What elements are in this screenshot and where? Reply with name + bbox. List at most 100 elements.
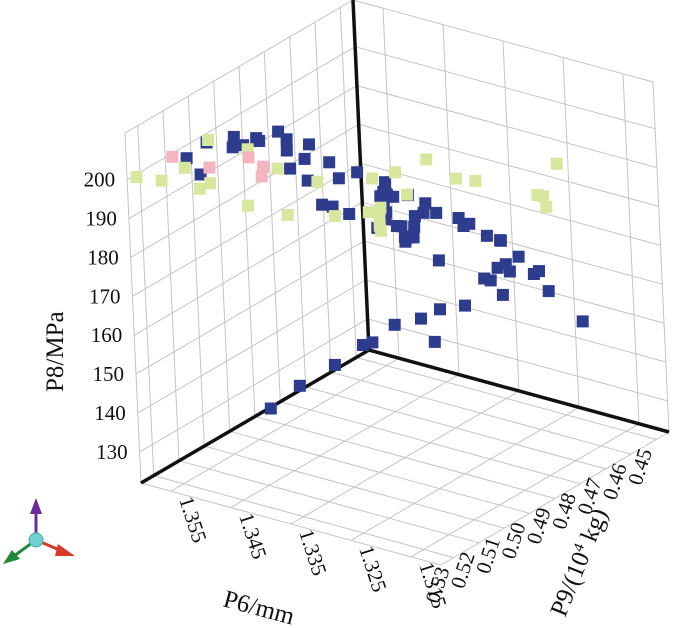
data-point-pink-3: [242, 151, 255, 164]
right-wall-grid-vert-3: [502, 40, 520, 392]
data-point-blue-19: [272, 125, 285, 138]
right-wall-grid-horiz-6: [358, 123, 659, 207]
right-wall-grid-horiz-7: [356, 85, 658, 169]
data-point-blue-0: [576, 315, 589, 328]
data-point-green-3: [540, 200, 553, 213]
left-wall-grid-horiz-9: [124, 0, 354, 134]
data-point-blue-36: [512, 250, 525, 263]
data-point-green-18: [311, 175, 324, 188]
data-point-green-17: [366, 172, 379, 185]
data-point-blue-11: [316, 198, 329, 211]
data-point-blue-31: [430, 206, 443, 219]
right-wall-grid-vert-2: [562, 57, 580, 408]
data-point-blue-71: [388, 318, 401, 331]
y-tick-label-0: 1.315: [414, 559, 451, 611]
data-point-blue-30: [419, 197, 432, 210]
data-point-blue-18: [226, 141, 239, 154]
points-layer: [130, 125, 589, 415]
data-point-blue-72: [357, 339, 369, 351]
data-point-blue-40: [457, 220, 470, 232]
data-point-blue-44: [298, 152, 311, 165]
left-wall-grid-vert-7: [187, 96, 205, 447]
left-wall-grid-vert-3: [289, 36, 307, 387]
data-point-blue-14: [303, 138, 315, 151]
floor-grid-line-y-3: [290, 390, 520, 525]
data-point-blue-38: [533, 265, 545, 278]
data-point-green-24: [389, 166, 402, 179]
data-point-blue-20: [250, 132, 263, 145]
data-point-blue-69: [428, 335, 441, 348]
data-point-pink-0: [203, 161, 216, 174]
left-wall-grid-vert-9: [137, 125, 155, 476]
z-tick-label-2: 150: [93, 362, 125, 386]
right-wall-grid-horiz-2: [365, 279, 666, 363]
data-point-blue-65: [366, 336, 379, 349]
data-point-green-12: [178, 161, 191, 174]
data-point-blue-28: [379, 176, 391, 189]
data-point-blue-12: [301, 174, 314, 187]
left-wall-grid-horiz-3: [135, 240, 365, 375]
left-wall-grid-horiz-8: [126, 46, 356, 181]
data-point-blue-13: [284, 162, 297, 175]
left-wall-grid-vert-4: [263, 51, 281, 402]
data-point-green-0: [550, 157, 563, 170]
right-wall-grid-horiz-9: [352, 0, 654, 83]
data-point-pink-2: [257, 160, 269, 173]
right-wall-grid-horiz-8: [354, 46, 656, 130]
left-wall-grid-horiz-2: [137, 279, 367, 414]
data-point-green-13: [193, 182, 206, 195]
data-point-green-22: [374, 201, 387, 214]
data-point-green-26: [373, 219, 386, 232]
z-tick-label-3: 160: [91, 323, 123, 347]
z-tick-label-6: 190: [85, 207, 117, 231]
data-point-blue-59: [395, 220, 408, 233]
left-wall-grid-vert-1: [339, 7, 357, 358]
left-wall-grid-vert-5: [238, 66, 256, 417]
y-axis-line: [368, 348, 670, 434]
data-point-blue-43: [332, 172, 345, 185]
right-wall-grid-vert-6: [652, 81, 670, 433]
data-point-green-14: [155, 174, 168, 187]
right-wall-grid-horiz-5: [360, 162, 661, 246]
left-wall-grid-horiz-1: [139, 318, 368, 453]
z-tick-label-5: 180: [87, 245, 119, 269]
data-point-green-23: [362, 206, 375, 219]
data-point-blue-62: [496, 288, 509, 301]
data-point-blue-66: [328, 358, 341, 371]
data-point-green-10: [242, 199, 254, 212]
left-wall-grid-vert-2: [314, 22, 332, 373]
floor-grid-line-y-5: [170, 357, 400, 492]
left-wall-grid-horiz-6: [130, 123, 359, 258]
floor-grid-line-y-1: [410, 423, 640, 558]
data-point-green-16: [420, 153, 433, 166]
data-point-green-6: [401, 188, 413, 201]
data-point-green-8: [328, 210, 341, 223]
data-point-green-15: [130, 171, 143, 184]
data-point-blue-63: [459, 299, 471, 312]
z-tick-label-4: 170: [89, 284, 121, 308]
data-point-green-19: [271, 162, 284, 175]
right-wall-grid-horiz-1: [367, 318, 668, 402]
floor-grid-line-y-4: [230, 374, 460, 509]
x-axis-label: P6/mm: [220, 586, 297, 628]
right-wall-grid-vert-4: [442, 24, 460, 375]
left-wall-grid-horiz-4: [133, 201, 363, 336]
data-point-blue-64: [415, 312, 427, 325]
data-point-blue-1: [542, 285, 555, 298]
floor-grid-line-y-6: [440, 431, 670, 566]
data-point-blue-26: [323, 156, 336, 169]
right-wall-grid-vert-1: [622, 73, 640, 424]
data-point-blue-68: [264, 402, 277, 415]
data-point-green-21: [202, 134, 214, 146]
data-point-blue-6: [432, 254, 445, 267]
data-point-green-2: [536, 190, 549, 203]
data-point-blue-70: [434, 303, 446, 316]
data-point-green-9: [281, 209, 294, 221]
data-point-pink-4: [255, 170, 268, 183]
data-point-blue-67: [293, 379, 306, 392]
data-point-blue-34: [480, 229, 493, 242]
data-point-blue-39: [494, 234, 507, 247]
data-point-pink-1: [166, 150, 179, 163]
